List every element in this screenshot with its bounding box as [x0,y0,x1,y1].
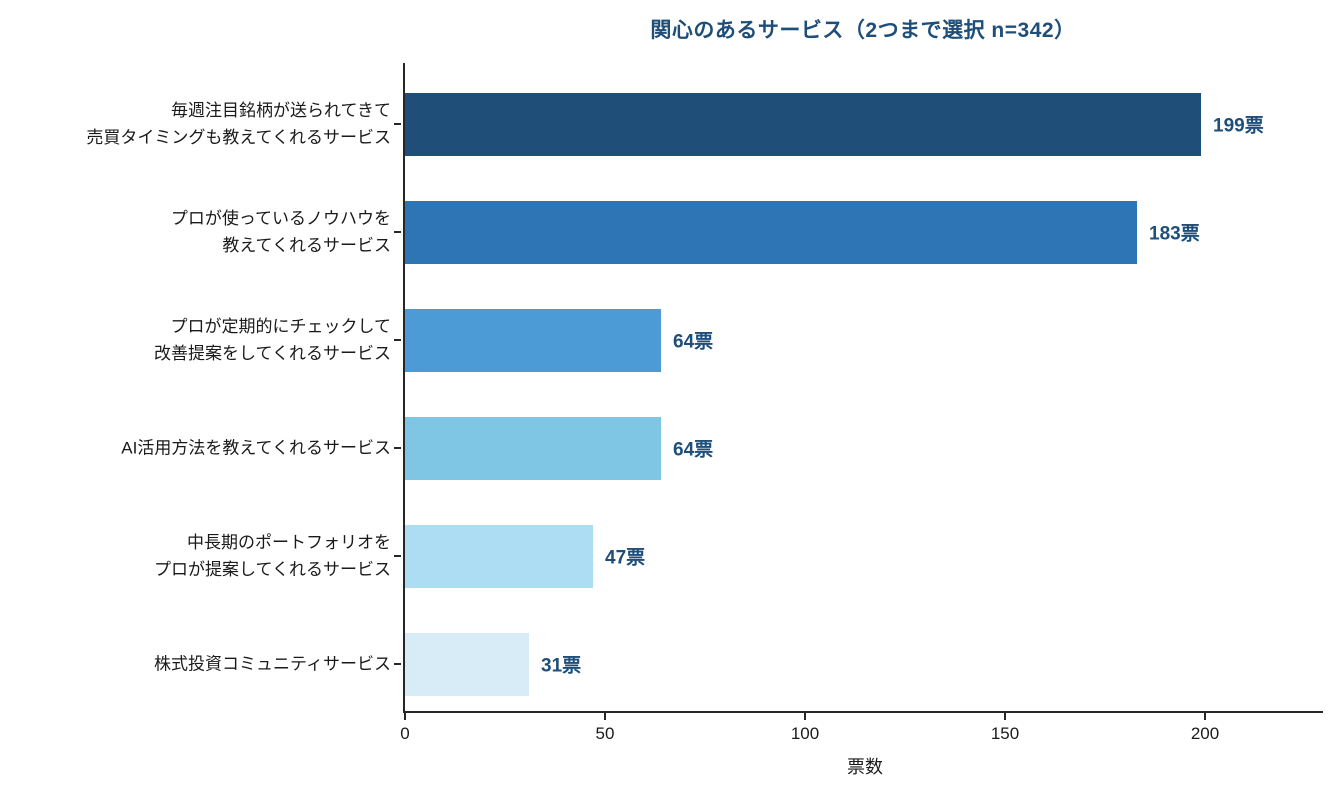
y-tick-1 [394,231,401,233]
category-label-3: AI活用方法を教えてくれるサービス [21,435,391,462]
bar-5 [405,632,529,696]
x-tick-label-150: 150 [990,724,1020,743]
plot-area: 199票 183票 64票 64票 47票 31票 0 50 100 150 200 票数 [400,63,1323,777]
category-label-5-line-0: 株式投資コミュニティサービス [154,654,391,674]
category-label-4-line-0: 中長期のポートフォリオを [187,533,391,552]
y-tick-5 [394,663,401,665]
value-label-2: 64票 [673,331,714,353]
category-label-2: プロが定期的にチェックして改善提案をしてくれるサービス [21,313,391,367]
bar-4 [405,524,593,588]
chart-title: 関心のあるサービス（2つまで選択 n=342） [650,19,1076,42]
category-label-3-line-0: AI活用方法を教えてくれるサービス [121,438,391,458]
value-label-0: 199票 [1213,115,1264,137]
y-tick-2 [394,339,401,341]
x-tick-100 [804,713,806,720]
x-tick-0 [404,713,406,720]
x-tick-label-200: 200 [1190,724,1220,743]
x-tick-label-0: 0 [400,724,410,743]
category-label-1-line-1: 教えてくれるサービス [222,236,391,255]
x-tick-label-100: 100 [790,724,820,743]
bar-3 [405,416,661,480]
category-label-2-line-1: 改善提案をしてくれるサービス [154,344,391,363]
value-label-4: 47票 [605,547,646,569]
category-label-5: 株式投資コミュニティサービス [21,651,391,678]
category-label-4-line-1: プロが提案してくれるサービス [154,560,391,579]
category-label-0: 毎週注目銘柄が送られてきて売買タイミングも教えてくれるサービス [21,97,391,151]
category-label-0-line-1: 売買タイミングも教えてくれるサービス [86,128,391,147]
x-tick-150 [1004,713,1006,720]
y-tick-0 [394,123,401,125]
bar-2 [405,308,661,372]
y-tick-4 [394,555,401,557]
bar-1 [405,200,1137,264]
x-tick-200 [1204,713,1206,720]
x-tick-50 [604,713,606,720]
value-label-5: 31票 [541,655,582,677]
x-axis-label: 票数 [847,757,883,777]
category-label-1: プロが使っているノウハウを教えてくれるサービス [21,205,391,259]
y-tick-3 [394,447,401,449]
bar-0 [405,92,1201,156]
category-label-4: 中長期のポートフォリオをプロが提案してくれるサービス [21,529,391,583]
x-tick-label-50: 50 [595,724,615,743]
category-label-0-line-0: 毎週注目銘柄が送られてきて [171,101,391,120]
category-label-1-line-0: プロが使っているノウハウを [170,209,391,228]
category-label-2-line-0: プロが定期的にチェックして [170,317,392,336]
value-label-3: 64票 [673,439,714,461]
value-label-1: 183票 [1149,223,1200,245]
